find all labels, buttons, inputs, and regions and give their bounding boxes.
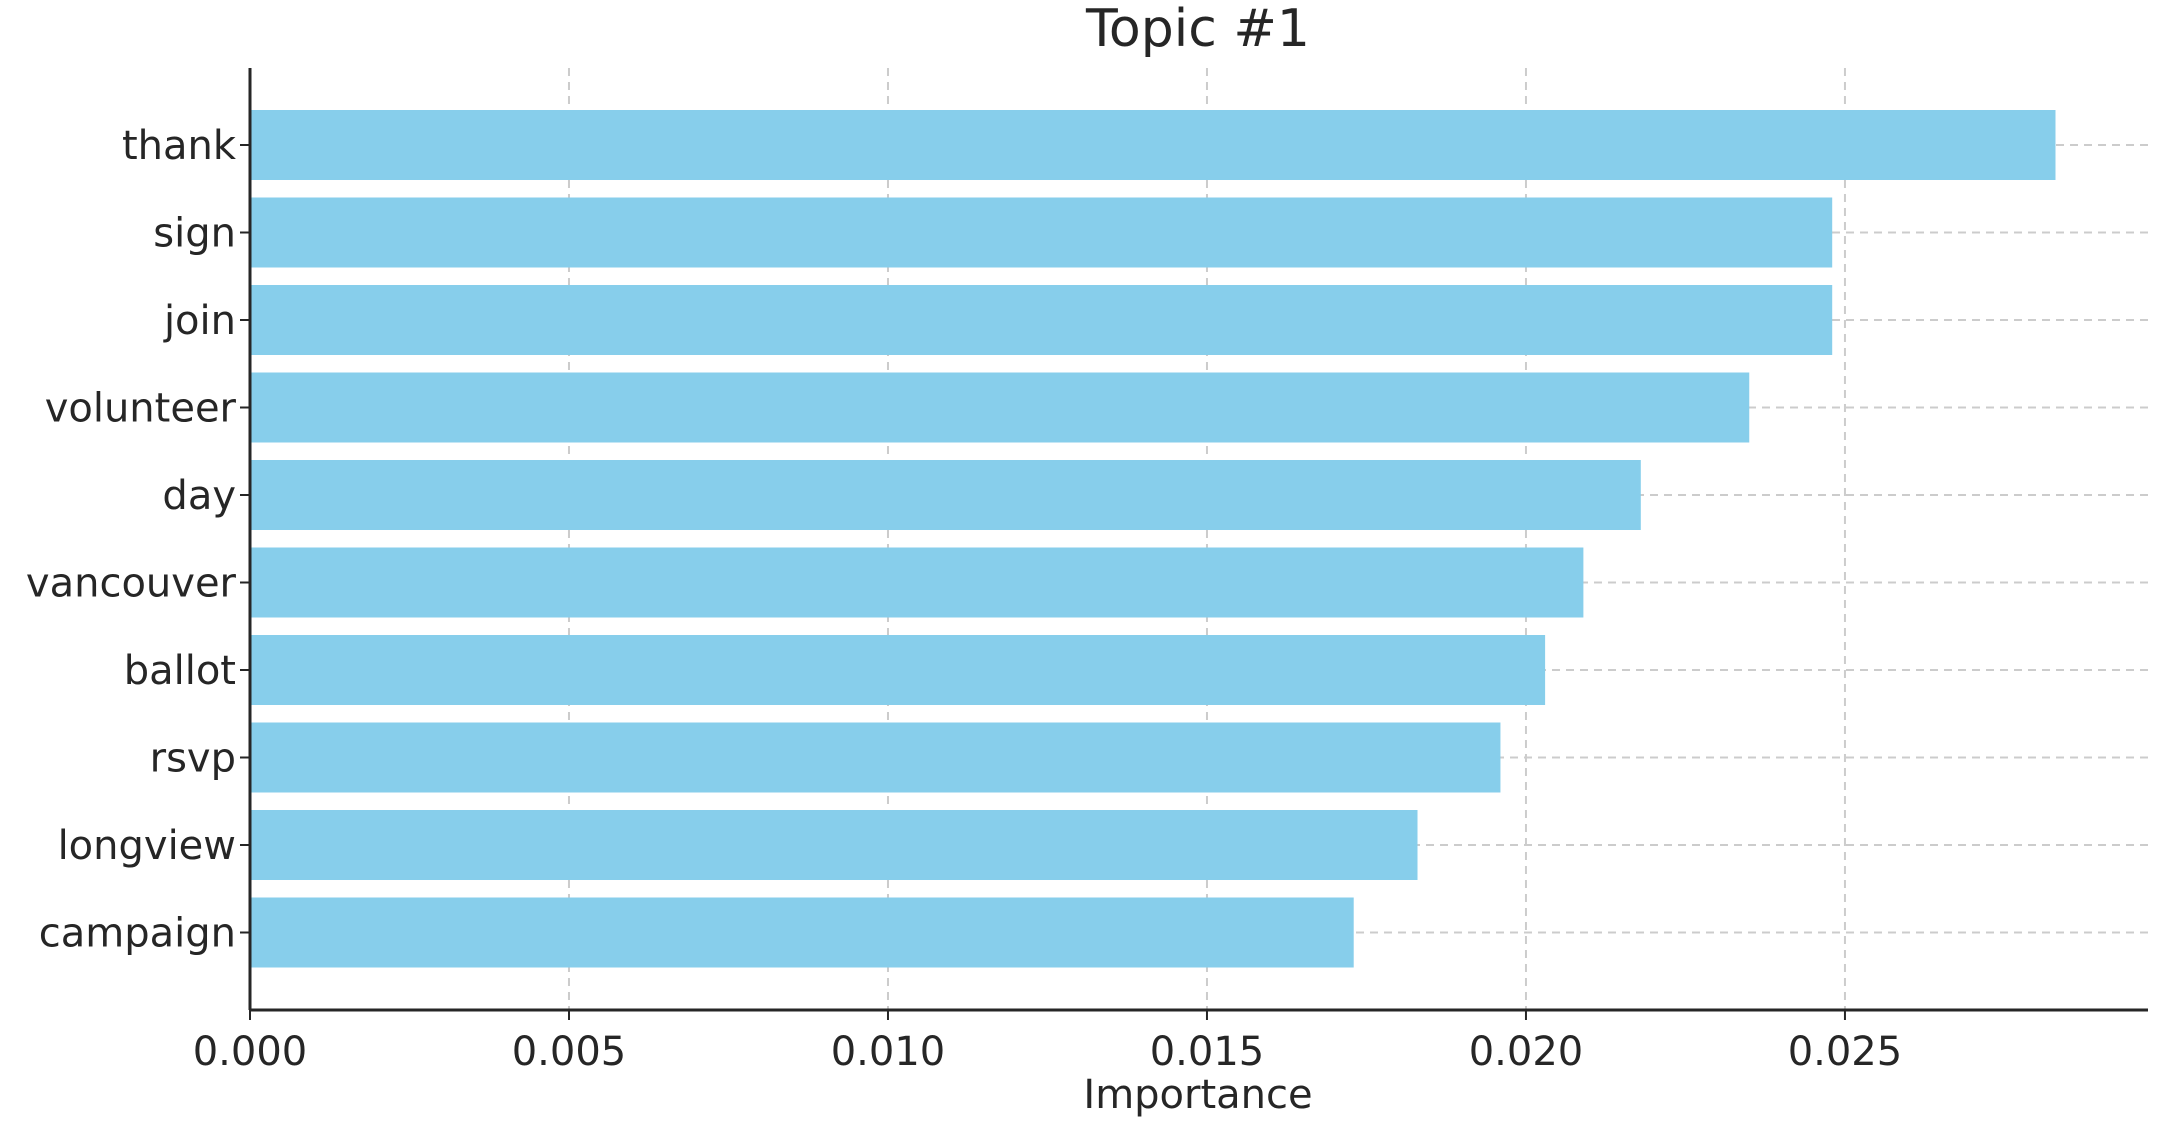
bar-volunteer [250, 372, 1750, 443]
y-tick-label: sign [153, 211, 236, 257]
axis-layer: thank sign join volunteer day vancouver ballot… [26, 68, 2148, 1075]
y-tick-label: vancouver [26, 561, 237, 607]
bar-sign [250, 197, 1833, 268]
y-tick-label: longview [58, 823, 236, 869]
x-tick-label: 0.025 [1788, 1029, 1903, 1075]
y-tick-label: campaign [39, 911, 236, 957]
y-tick-label: join [163, 298, 236, 344]
x-tick-label: 0.015 [1150, 1029, 1265, 1075]
x-axis-label: Importance [1083, 1072, 1312, 1118]
bar-join [250, 285, 1833, 355]
chart-title: Topic #1 [1085, 0, 1310, 59]
bar-thank [250, 110, 2056, 180]
y-tick-label: day [162, 473, 236, 519]
y-tick-label: thank [122, 123, 237, 169]
y-tick-label: rsvp [150, 736, 236, 782]
x-tick-label: 0.020 [1469, 1029, 1584, 1075]
y-tick-label: volunteer [45, 386, 237, 432]
bar-layer [250, 110, 2056, 968]
x-tick-label: 0.000 [193, 1029, 308, 1075]
bar-ballot [250, 635, 1546, 705]
x-tick-label: 0.005 [512, 1029, 627, 1075]
bar-rsvp [250, 722, 1501, 793]
bar-longview [250, 810, 1418, 880]
y-tick-label: ballot [124, 648, 236, 694]
bar-day [250, 460, 1641, 530]
bar-vancouver [250, 547, 1584, 618]
bar-campaign [250, 897, 1354, 968]
x-tick-label: 0.010 [831, 1029, 946, 1075]
